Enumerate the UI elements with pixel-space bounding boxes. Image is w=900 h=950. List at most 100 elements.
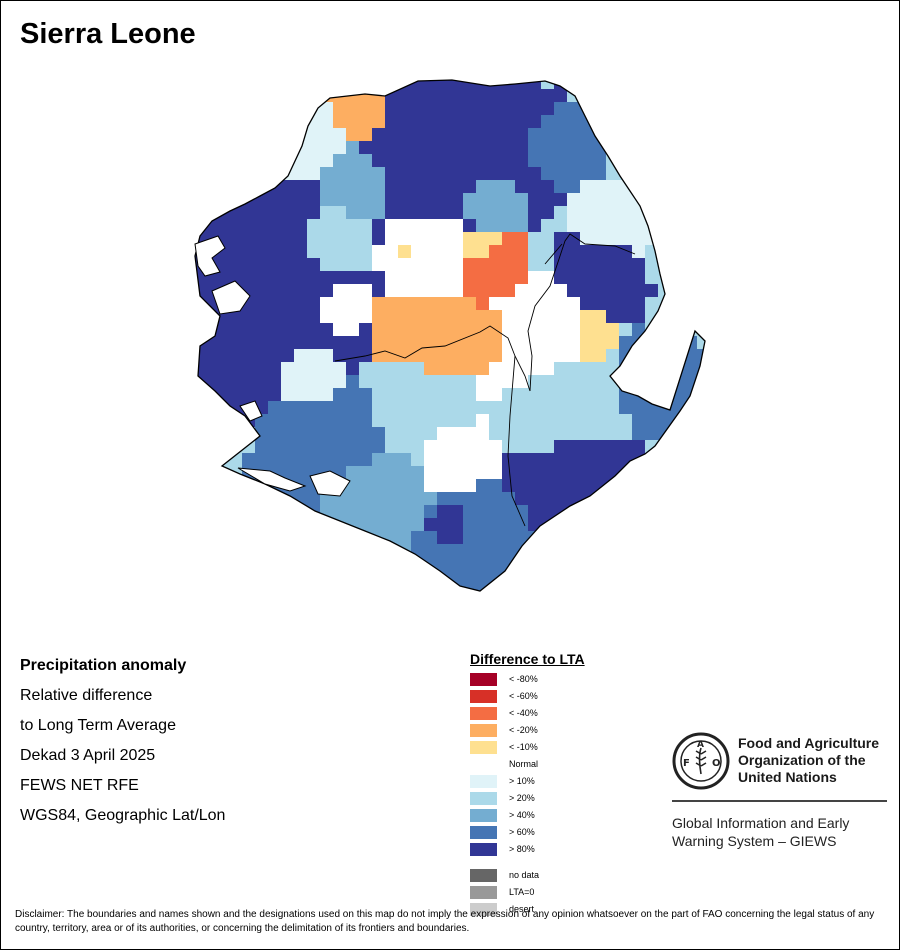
anomaly-cell — [437, 323, 451, 337]
anomaly-cell — [463, 297, 477, 311]
anomaly-cell — [489, 362, 503, 376]
anomaly-cell — [619, 479, 633, 493]
anomaly-cell — [437, 544, 451, 558]
anomaly-cell — [619, 401, 633, 415]
anomaly-cell — [489, 466, 503, 480]
anomaly-cell — [424, 531, 438, 545]
anomaly-cell — [684, 232, 698, 246]
anomaly-cell — [372, 414, 386, 428]
anomaly-cell — [411, 375, 425, 389]
anomaly-cell — [619, 505, 633, 519]
anomaly-cell — [216, 323, 230, 337]
anomaly-cell — [216, 180, 230, 194]
anomaly-cell — [424, 141, 438, 155]
anomaly-cell — [528, 479, 542, 493]
anomaly-cell — [697, 167, 705, 181]
anomaly-cell — [476, 310, 490, 324]
anomaly-cell — [528, 102, 542, 116]
anomaly-cell — [424, 245, 438, 259]
anomaly-cell — [195, 531, 204, 545]
anomaly-cell — [203, 310, 217, 324]
anomaly-cell — [593, 284, 607, 298]
anomaly-cell — [320, 349, 334, 363]
anomaly-cell — [359, 323, 373, 337]
anomaly-cell — [281, 531, 295, 545]
anomaly-cell — [424, 440, 438, 454]
anomaly-cell — [450, 245, 464, 259]
anomaly-cell — [450, 310, 464, 324]
anomaly-cell — [632, 115, 646, 129]
anomaly-cell — [593, 401, 607, 415]
anomaly-cell — [203, 206, 217, 220]
anomaly-cell — [216, 258, 230, 272]
anomaly-cell — [333, 297, 347, 311]
anomaly-cell — [515, 570, 529, 584]
anomaly-cell — [333, 323, 347, 337]
anomaly-cell — [619, 89, 633, 103]
anomaly-cell — [320, 232, 334, 246]
anomaly-cell — [333, 518, 347, 532]
anomaly-cell — [268, 102, 282, 116]
anomaly-cell — [411, 323, 425, 337]
anomaly-cell — [294, 388, 308, 402]
anomaly-cell — [229, 245, 243, 259]
anomaly-cell — [411, 180, 425, 194]
anomaly-cell — [463, 271, 477, 285]
anomaly-cell — [463, 258, 477, 272]
anomaly-cell — [645, 284, 659, 298]
anomaly-cell — [437, 154, 451, 168]
anomaly-cell — [684, 492, 698, 506]
anomaly-cell — [697, 336, 705, 350]
anomaly-cell — [333, 427, 347, 441]
anomaly-cell — [411, 193, 425, 207]
anomaly-cell — [437, 115, 451, 129]
anomaly-cell — [307, 440, 321, 454]
anomaly-cell — [359, 102, 373, 116]
anomaly-cell — [398, 297, 412, 311]
anomaly-cell — [385, 219, 399, 233]
anomaly-cell — [515, 518, 529, 532]
anomaly-cell — [255, 453, 269, 467]
anomaly-cell — [489, 427, 503, 441]
legend-title: Difference to LTA — [470, 651, 585, 667]
anomaly-cell — [437, 401, 451, 415]
anomaly-cell — [671, 544, 685, 558]
anomaly-cell — [281, 102, 295, 116]
anomaly-cell — [385, 154, 399, 168]
anomaly-cell — [398, 154, 412, 168]
anomaly-cell — [385, 271, 399, 285]
anomaly-cell — [528, 440, 542, 454]
anomaly-cell — [437, 310, 451, 324]
anomaly-cell — [619, 141, 633, 155]
anomaly-cell — [658, 531, 672, 545]
anomaly-cell — [294, 518, 308, 532]
anomaly-cell — [528, 401, 542, 415]
anomaly-cell — [632, 232, 646, 246]
anomaly-cell — [697, 401, 705, 415]
anomaly-cell — [671, 102, 685, 116]
anomaly-cell — [411, 479, 425, 493]
anomaly-cell — [632, 89, 646, 103]
anomaly-cell — [242, 375, 256, 389]
anomaly-cell — [242, 80, 256, 90]
anomaly-cell — [697, 349, 705, 363]
anomaly-cell — [450, 258, 464, 272]
anomaly-cell — [307, 375, 321, 389]
anomaly-cell — [424, 466, 438, 480]
anomaly-cell — [195, 427, 204, 441]
anomaly-cell — [307, 414, 321, 428]
anomaly-cell — [385, 258, 399, 272]
anomaly-cell — [281, 544, 295, 558]
anomaly-cell — [463, 128, 477, 142]
legend-row: < -20% — [470, 722, 585, 739]
anomaly-cell — [528, 193, 542, 207]
anomaly-cell — [320, 128, 334, 142]
anomaly-cell — [593, 154, 607, 168]
anomaly-cell — [489, 167, 503, 181]
anomaly-cell — [242, 180, 256, 194]
anomaly-cell — [554, 349, 568, 363]
anomaly-cell — [320, 180, 334, 194]
anomaly-cell — [567, 466, 581, 480]
anomaly-cell — [645, 414, 659, 428]
anomaly-cell — [268, 518, 282, 532]
